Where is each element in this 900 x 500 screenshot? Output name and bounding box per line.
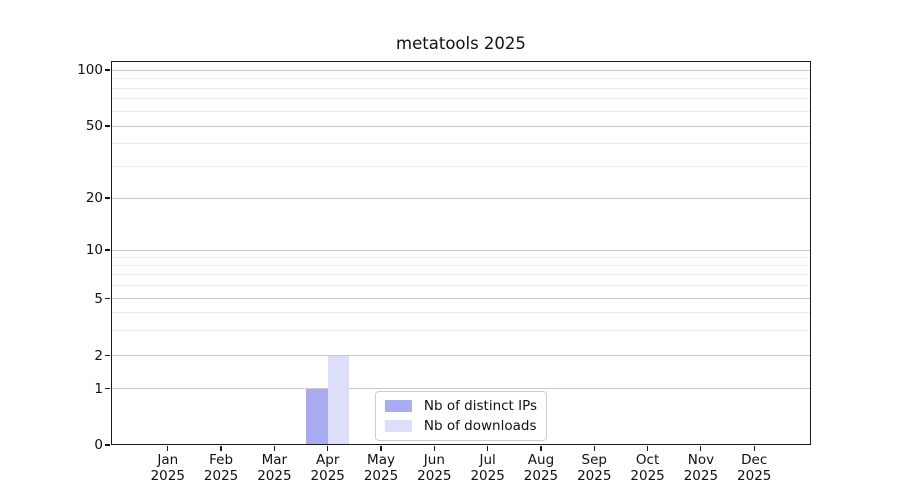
x-tick-label-line: Feb xyxy=(209,452,234,468)
x-tickmark xyxy=(273,446,275,451)
x-tickmark xyxy=(700,446,702,451)
x-tick-label-line: 2025 xyxy=(630,467,665,484)
y-tickmark xyxy=(105,354,110,357)
x-tick-label: Feb 2025 xyxy=(189,452,253,484)
y-tickmark xyxy=(105,125,110,127)
x-tickmark xyxy=(487,446,489,451)
legend-entry: Nb of downloads xyxy=(384,418,537,434)
x-tick-label: Sep 2025 xyxy=(562,452,626,484)
legend-entry: Nb of distinct IPs xyxy=(384,398,538,414)
x-tick-label: May 2025 xyxy=(349,452,413,484)
gridline-major xyxy=(111,125,811,127)
gridline-major xyxy=(111,355,811,356)
x-tick-label-line: 2025 xyxy=(523,467,559,484)
x-tick-label-line: Apr xyxy=(316,452,340,468)
x-tick-label: Nov 2025 xyxy=(669,452,733,484)
gridline-minor xyxy=(111,143,811,145)
x-tickmark xyxy=(380,446,382,451)
y-tick-label: 100 xyxy=(77,62,103,78)
x-tick-label: Jul 2025 xyxy=(456,452,520,484)
legend-label: Nb of distinct IPs xyxy=(423,398,538,414)
x-tickmark xyxy=(540,446,542,451)
y-tick-label: 10 xyxy=(85,242,103,258)
x-tick-label-line: Jan xyxy=(157,452,179,468)
x-tick-label-line: 2025 xyxy=(363,467,399,484)
x-tick-label: Jan 2025 xyxy=(136,452,200,484)
y-tick-label: 1 xyxy=(94,380,103,397)
x-tick-label: Aug 2025 xyxy=(509,452,573,484)
x-tick-label: Mar 2025 xyxy=(242,452,306,484)
bar-nb-of-distinct-ips xyxy=(306,388,328,445)
y-tickmark xyxy=(105,444,110,446)
y-tickmark xyxy=(105,297,110,300)
x-tick-label: Oct 2025 xyxy=(616,452,680,484)
x-tick-label-line: 2025 xyxy=(203,467,239,484)
gridline-major xyxy=(111,197,811,199)
y-tick-label: 0 xyxy=(94,437,103,453)
gridline-minor xyxy=(111,256,811,258)
gridline-minor xyxy=(111,165,811,167)
x-tickmark xyxy=(433,446,435,451)
gridline-minor xyxy=(111,87,811,89)
x-tickmark xyxy=(646,446,649,451)
gridline-minor xyxy=(111,311,811,313)
gridline-major xyxy=(111,69,811,71)
y-tickmark xyxy=(105,249,110,251)
gridline-minor xyxy=(111,78,811,79)
y-tickmark xyxy=(105,387,110,390)
x-tick-label-line: Sep xyxy=(581,452,607,468)
gridline-minor xyxy=(111,265,811,267)
x-tick-label-line: Nov xyxy=(687,452,715,468)
y-tickmark xyxy=(105,69,110,71)
x-tickmark xyxy=(593,446,595,451)
gridline-minor xyxy=(111,285,811,287)
gridline-minor xyxy=(111,110,811,112)
chart-title: metatools 2025 xyxy=(396,34,526,53)
y-tick-label: 20 xyxy=(85,190,103,206)
legend-swatch xyxy=(384,400,412,412)
x-tick-label-line: 2025 xyxy=(417,467,452,484)
y-tickmark xyxy=(105,197,110,199)
legend-box: Nb of distinct IPs Nb of downloads xyxy=(374,391,548,441)
x-tick-label-line: Aug xyxy=(527,452,555,468)
gridline-minor xyxy=(111,329,811,331)
x-tickmark xyxy=(220,446,222,451)
x-tick-label-line: 2025 xyxy=(257,467,292,484)
x-tick-label-line: Oct xyxy=(635,452,660,468)
x-tick-label-line: 2025 xyxy=(310,467,345,484)
gridline-minor xyxy=(111,274,811,276)
legend-label: Nb of downloads xyxy=(423,418,537,434)
x-tickmark xyxy=(327,446,329,451)
x-tickmark xyxy=(753,446,755,451)
bar-nb-of-downloads xyxy=(327,355,350,445)
x-tick-label-line: 2025 xyxy=(150,467,185,484)
x-tickmark xyxy=(167,446,169,451)
x-tick-label-line: Jun xyxy=(423,452,445,468)
x-tick-label-line: 2025 xyxy=(737,467,772,484)
y-tick-label: 5 xyxy=(94,290,103,307)
x-tick-label: Dec 2025 xyxy=(722,452,786,484)
x-tick-label: Jun 2025 xyxy=(402,452,466,484)
gridline-major xyxy=(111,249,811,251)
gridline-major xyxy=(111,298,811,299)
x-tick-label-line: Dec xyxy=(741,452,768,468)
gridline-minor xyxy=(111,98,811,100)
x-tick-label-line: 2025 xyxy=(577,467,612,484)
gridline-major xyxy=(111,388,811,389)
y-tick-label: 50 xyxy=(85,118,103,134)
x-tick-label: Apr 2025 xyxy=(296,452,360,484)
y-tick-label: 2 xyxy=(94,347,103,364)
legend-swatch xyxy=(384,420,412,432)
x-tick-label-line: 2025 xyxy=(470,467,505,484)
x-tick-label-line: 2025 xyxy=(683,467,719,484)
x-tick-label-line: Jul xyxy=(479,452,496,468)
x-tick-label-line: Mar xyxy=(261,452,288,468)
x-tick-label-line: May xyxy=(367,452,395,468)
